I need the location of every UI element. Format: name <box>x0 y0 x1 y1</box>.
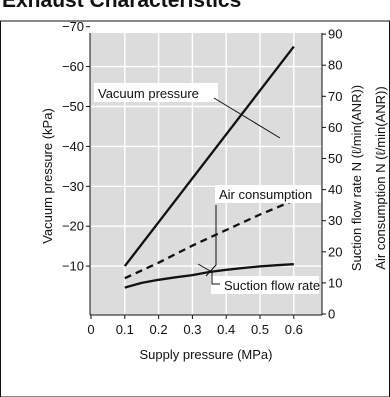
y-right-tick-label: 80 <box>328 58 342 73</box>
y-right-tick-label: 40 <box>328 182 342 197</box>
y-left-tick-label: −20 <box>62 219 84 234</box>
y-right-tick-label: 60 <box>328 120 342 135</box>
air-consumption-leader <box>205 205 217 277</box>
y-axis-right-label-suction: Suction flow rate N (ℓ/min(ANR)) <box>349 85 364 271</box>
y-left-tick-label: −70 <box>62 19 84 34</box>
vacuum-pressure-leader <box>213 97 281 139</box>
x-tick-label: 0.3 <box>183 322 201 337</box>
series-line-vacuum-pressure <box>123 45 295 267</box>
suction-flow-label-box <box>211 276 319 294</box>
y-right-tick-label: 20 <box>328 244 342 259</box>
y-right-tick-label: 90 <box>328 27 342 42</box>
y-left-tick-label: −60 <box>62 59 84 74</box>
y-right-tick-label: 0 <box>328 307 335 322</box>
x-tick-label: 0.1 <box>116 322 134 337</box>
air-consumption-label: Air consumption <box>219 187 312 202</box>
x-tick-label: 0 <box>87 322 94 337</box>
y-right-tick-label: 50 <box>328 151 342 166</box>
y-left-tick-label: −30 <box>62 179 84 194</box>
series-line-air-consumption <box>124 199 295 280</box>
y-axis-right-label-air: Air consumption N (ℓ/min(ANR)) <box>373 86 388 269</box>
air-consumption-label-box <box>215 185 321 203</box>
y-left-tick-label: −50 <box>62 99 84 114</box>
x-tick-label: 0.6 <box>285 322 303 337</box>
y-axis-left-label: Vacuum pressure (kPa) <box>40 108 55 244</box>
x-tick-label: 0.2 <box>150 322 168 337</box>
vacuum-pressure-label: Vacuum pressure <box>98 86 199 101</box>
y-right-tick-label: 70 <box>328 89 342 104</box>
y-left-tick-label: −40 <box>62 139 84 154</box>
suction-flow-rate-leader <box>197 263 220 285</box>
x-tick-label: 0.5 <box>251 322 269 337</box>
x-axis-label: Supply pressure (MPa) <box>140 347 273 362</box>
vacuum-label-box <box>94 83 218 102</box>
x-tick-label: 0.4 <box>217 322 235 337</box>
y-left-tick-label: −10 <box>62 259 84 274</box>
y-right-tick-label: 10 <box>328 275 342 290</box>
y-right-tick-label: 30 <box>328 213 342 228</box>
chart-title: Exhaust Characteristics <box>2 0 242 12</box>
suction-flow-rate-label: Suction flow rate <box>224 278 320 293</box>
